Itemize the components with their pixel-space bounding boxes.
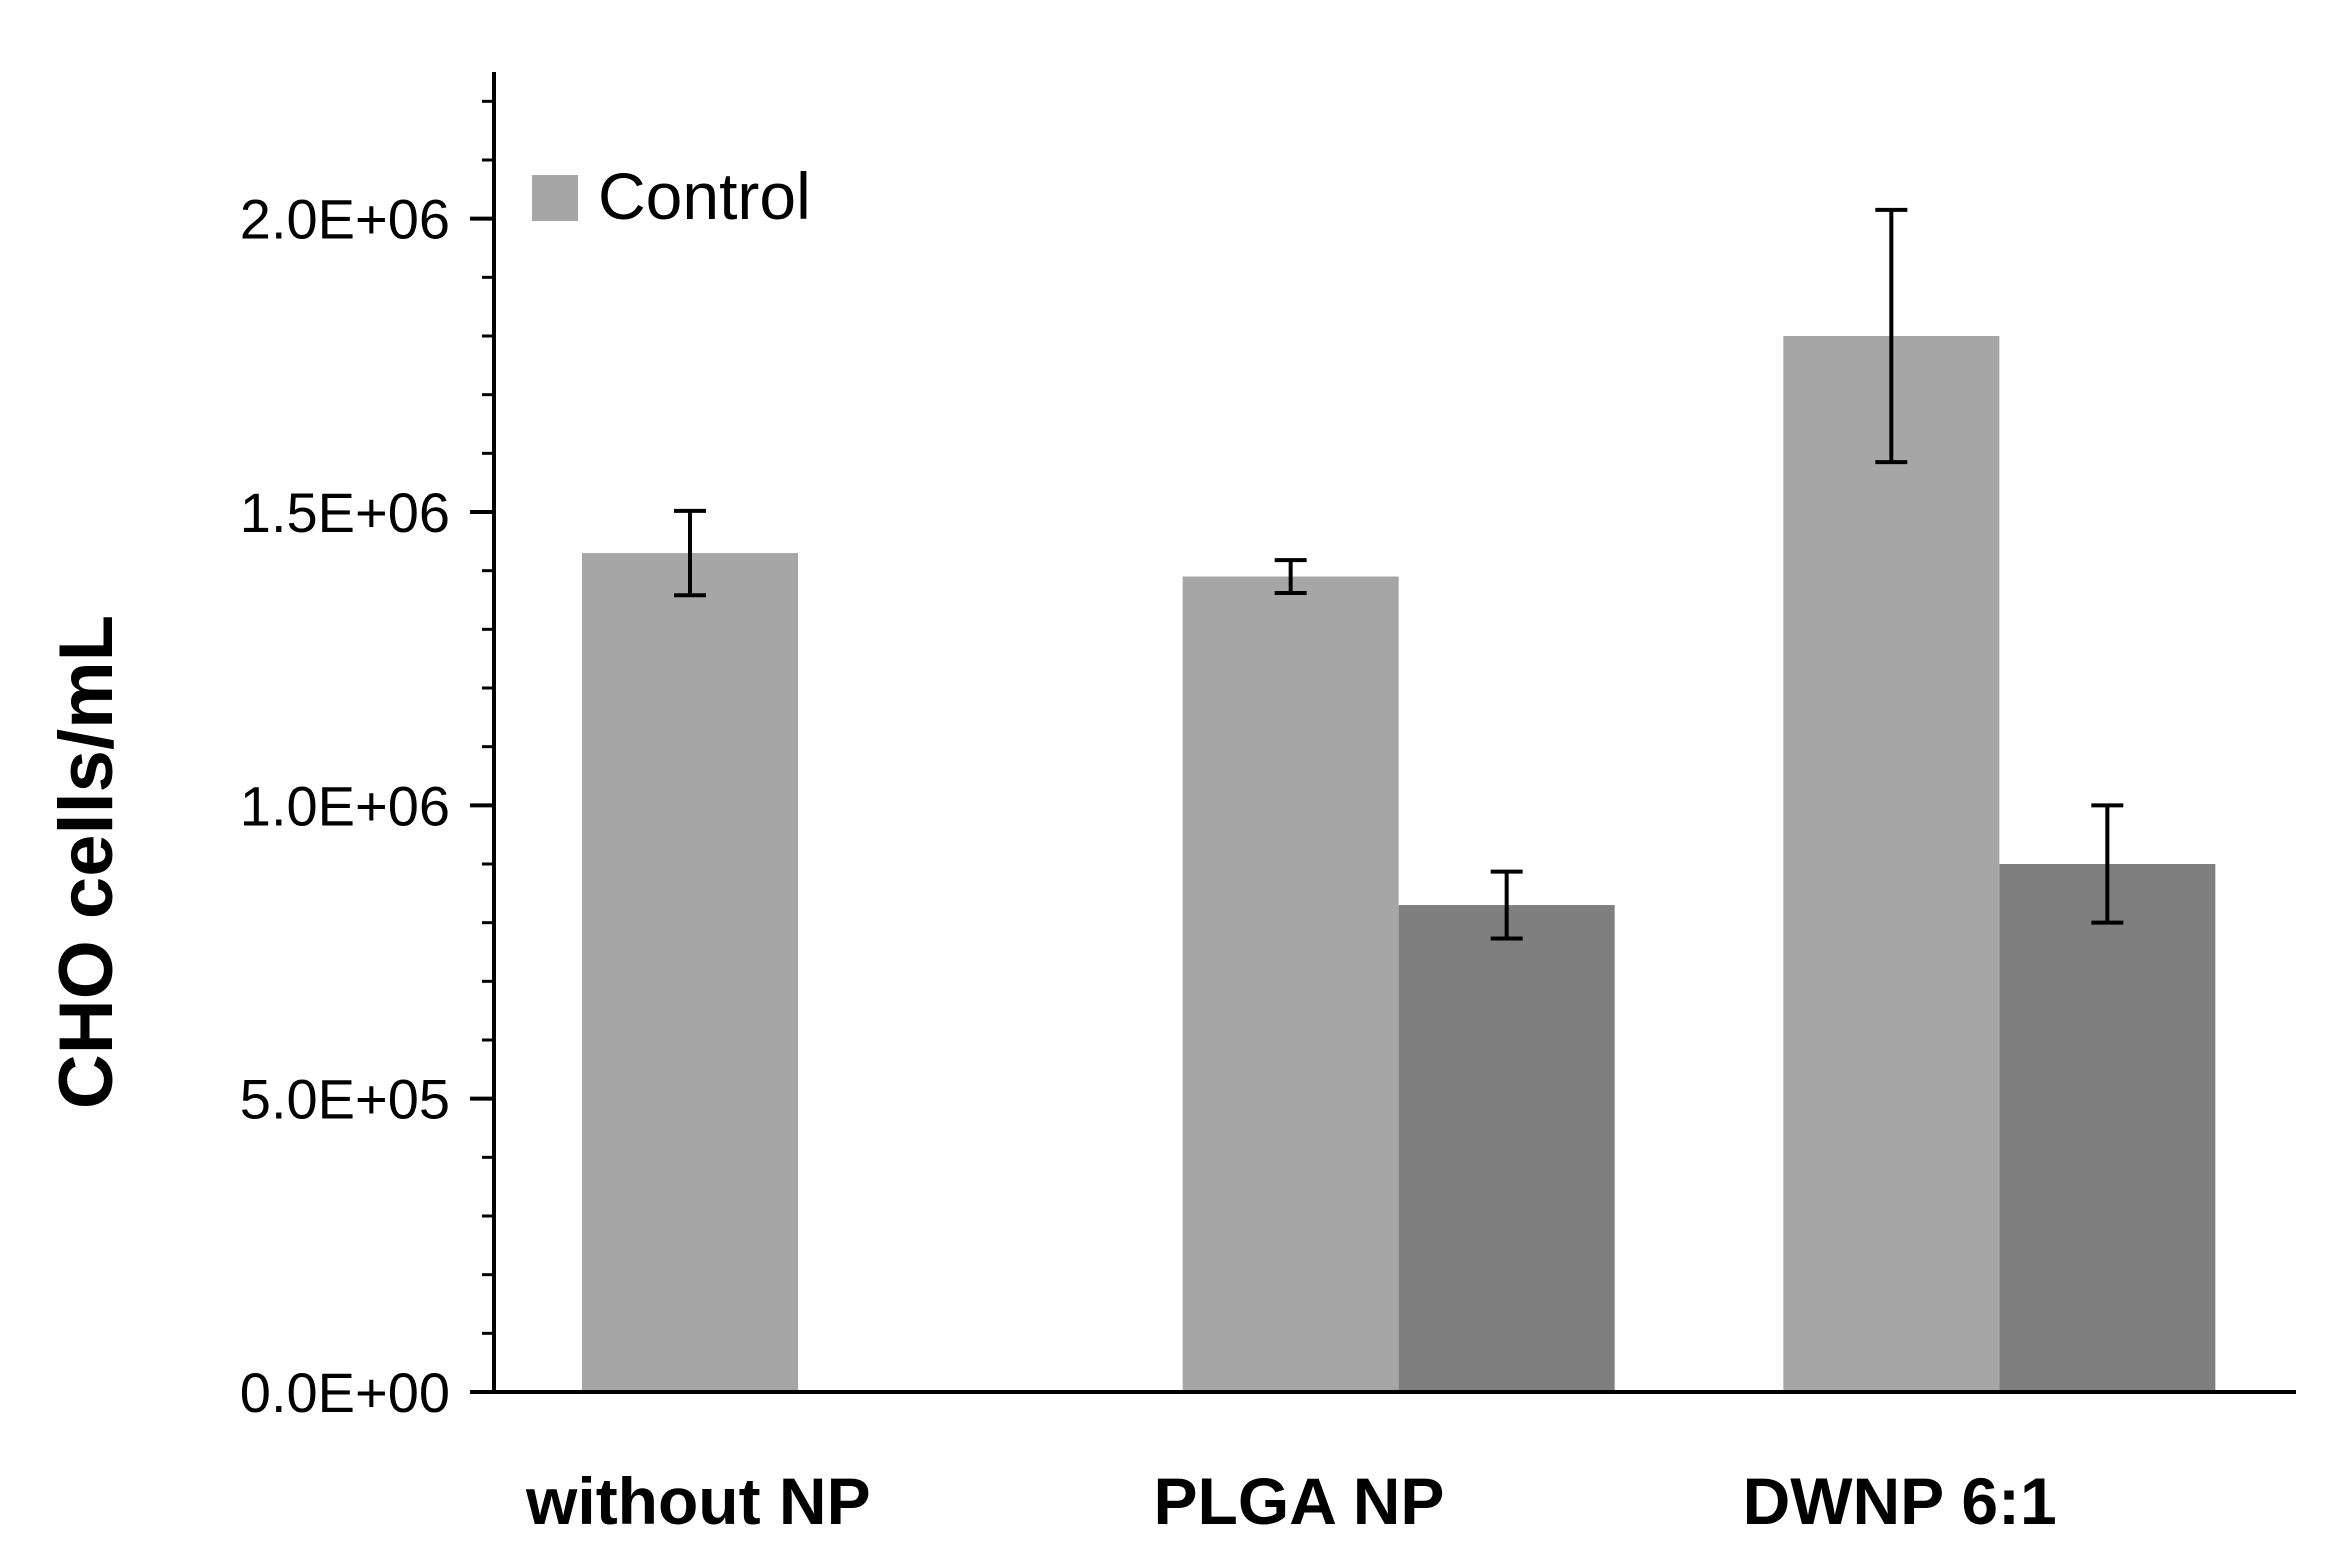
bar-plga-np-series-1 bbox=[1398, 905, 1615, 1392]
error-bar-dwnp-6-1-series-0 bbox=[1875, 207, 1908, 465]
y-tick-label: 5.0E+05 bbox=[240, 1068, 450, 1131]
error-bar-plga-np-series-1 bbox=[1490, 869, 1523, 941]
y-tick-label: 0.0E+00 bbox=[240, 1361, 450, 1424]
axes-layer bbox=[470, 72, 2296, 1394]
error-bars-layer bbox=[674, 207, 2124, 941]
legend: Control bbox=[532, 159, 811, 233]
legend-swatch-0 bbox=[532, 175, 578, 221]
error-bar-without-np-series-0 bbox=[674, 508, 706, 598]
x-tick-label-plga-np: PLGA NP bbox=[1154, 1464, 1445, 1538]
legend-label-0: Control bbox=[598, 159, 811, 233]
y-tick-label: 1.0E+06 bbox=[240, 774, 450, 837]
bar-plga-np-series-0 bbox=[1182, 576, 1399, 1392]
y-tick-label: 1.5E+06 bbox=[240, 481, 450, 544]
error-bar-plga-np-series-0 bbox=[1274, 558, 1307, 595]
bars-layer bbox=[582, 336, 2216, 1392]
y-tick-label: 2.0E+06 bbox=[240, 188, 450, 251]
x-tick-label-dwnp-6-1: DWNP 6:1 bbox=[1743, 1464, 2057, 1538]
bar-dwnp-6-1-series-0 bbox=[1783, 336, 2000, 1392]
labels-layer: without NP PLGA NP DWNP 6:1 0.0E+00 5.0E+05 1… bbox=[44, 188, 2057, 1538]
bar-without-np-series-0 bbox=[582, 553, 798, 1392]
y-axis-title: CHO cells/mL bbox=[44, 615, 129, 1109]
bar-dwnp-6-1-series-1 bbox=[1999, 864, 2216, 1392]
error-bar-dwnp-6-1-series-1 bbox=[2091, 803, 2124, 925]
x-tick-label-without-np: without NP bbox=[525, 1464, 871, 1538]
